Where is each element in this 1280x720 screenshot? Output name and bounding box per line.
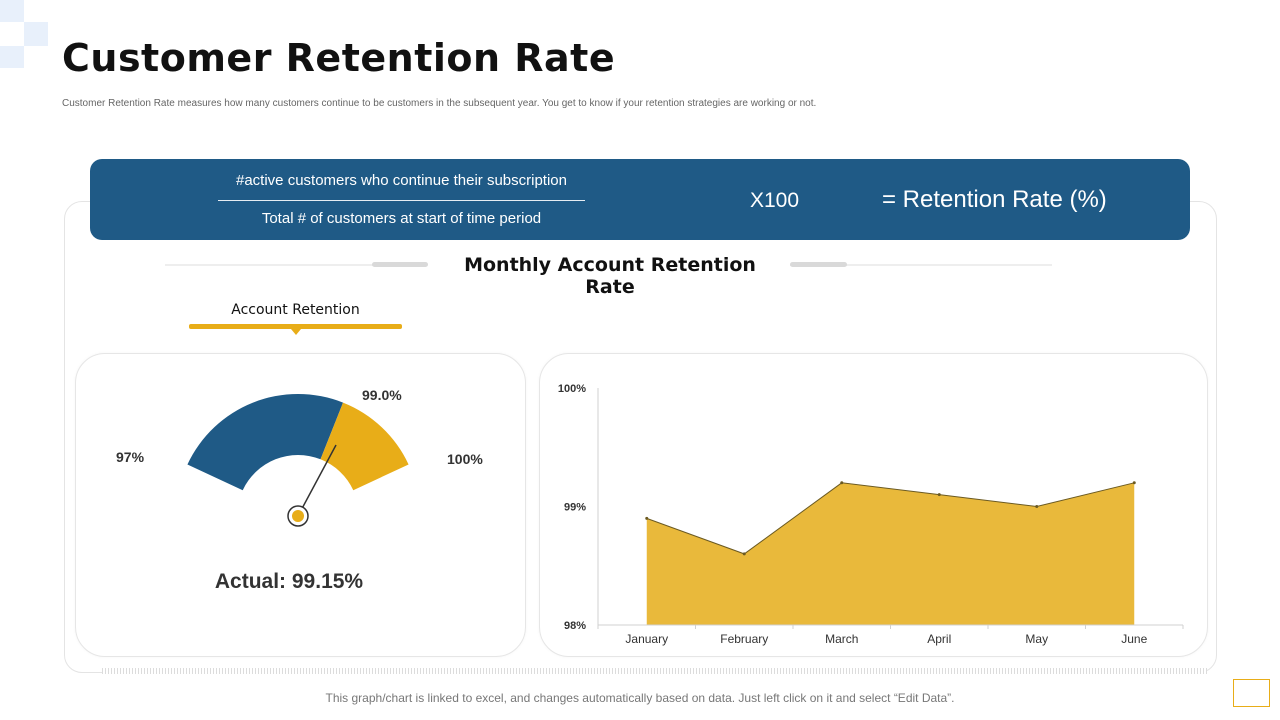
hatch-divider — [102, 668, 1207, 674]
page-subtitle: Customer Retention Rate measures how man… — [62, 98, 817, 109]
data-point — [1035, 505, 1039, 508]
x-tick-label: February — [720, 632, 768, 646]
gauge-hub-dot — [292, 510, 304, 522]
gauge-target-label: 99.0% — [362, 387, 402, 403]
y-tick-label: 99% — [564, 502, 586, 514]
formula-banner: #active customers who continue their sub… — [90, 159, 1190, 240]
title-divider-right-accent — [790, 262, 847, 267]
x-tick-label: January — [625, 632, 668, 646]
corner-decoration — [0, 46, 24, 68]
title-divider-right — [790, 264, 1052, 266]
page-title: Customer Retention Rate — [62, 36, 616, 80]
chart-section-title: Monthly Account Retention Rate — [464, 254, 756, 298]
gauge-arc-low — [187, 394, 344, 491]
formula-multiplier: X100 — [750, 189, 800, 212]
data-point — [937, 493, 941, 497]
y-tick-label: 100% — [558, 383, 586, 395]
x-tick-label: March — [825, 632, 858, 646]
account-retention-underline — [189, 324, 402, 329]
gauge-arc-high — [320, 402, 409, 491]
x-tick-label: April — [927, 632, 951, 646]
gauge-actual-value: Actual: 99.15% — [214, 570, 364, 593]
data-point — [1132, 481, 1136, 485]
corner-box — [1233, 679, 1270, 707]
corner-decoration — [24, 22, 48, 46]
gauge-min-label: 97% — [116, 449, 145, 465]
fraction-line — [218, 200, 585, 201]
footnote: This graph/chart is linked to excel, and… — [325, 691, 955, 705]
y-tick-label: 98% — [564, 620, 586, 632]
x-tick-label: June — [1121, 632, 1147, 646]
data-point — [742, 552, 746, 556]
area-series-line — [646, 482, 1135, 555]
formula-numerator: #active customers who continue their sub… — [236, 172, 567, 189]
area-series-fill — [646, 482, 1135, 625]
data-point — [645, 516, 649, 520]
corner-decoration — [0, 0, 24, 22]
formula-result: = Retention Rate (%) — [882, 186, 1107, 213]
title-divider-left-accent — [372, 262, 428, 267]
formula-denominator: Total # of customers at start of time pe… — [261, 210, 542, 227]
gauge-max-label: 100% — [447, 451, 483, 467]
data-point — [840, 481, 844, 485]
x-tick-label: May — [1025, 632, 1048, 646]
gauge-needle — [297, 444, 337, 517]
account-retention-label: Account Retention — [231, 302, 360, 318]
account-retention-pointer — [291, 329, 301, 335]
title-divider-left — [165, 264, 425, 266]
